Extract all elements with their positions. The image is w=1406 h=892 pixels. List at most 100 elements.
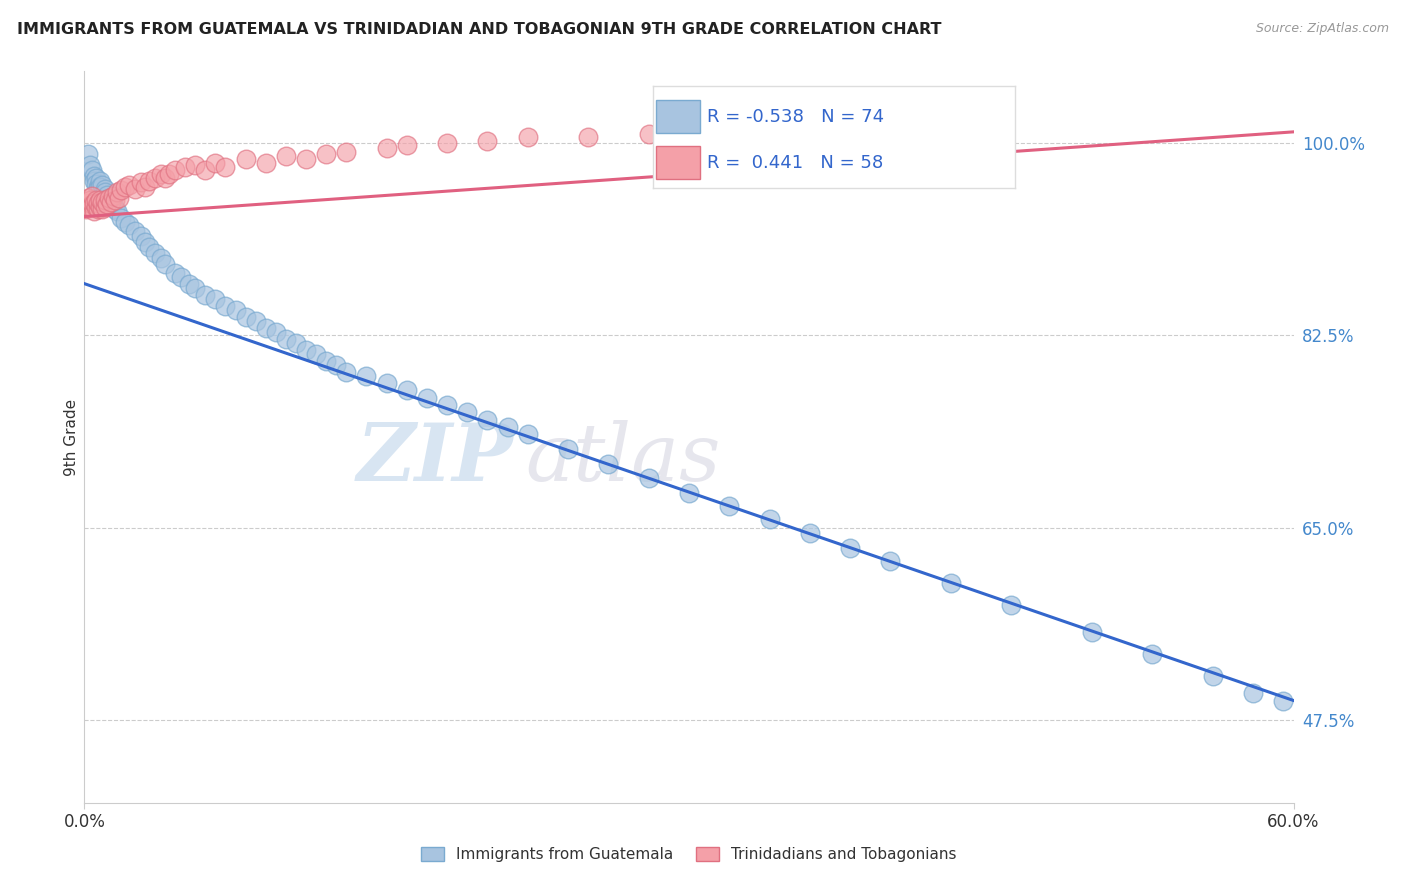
Point bbox=[138, 174, 160, 188]
Point bbox=[86, 200, 108, 214]
Point bbox=[416, 391, 439, 405]
Point bbox=[104, 202, 127, 216]
Point bbox=[1081, 625, 1104, 640]
Point bbox=[83, 169, 105, 183]
Point bbox=[86, 171, 108, 186]
Point bbox=[83, 196, 105, 211]
Point bbox=[86, 177, 108, 191]
Point bbox=[89, 200, 111, 214]
Point bbox=[496, 419, 519, 434]
Point bbox=[375, 376, 398, 390]
Point bbox=[325, 358, 347, 372]
Point bbox=[110, 183, 132, 197]
Point bbox=[165, 266, 187, 280]
Point bbox=[93, 182, 115, 196]
Point bbox=[96, 187, 118, 202]
Point bbox=[315, 353, 337, 368]
Point bbox=[86, 193, 108, 207]
Point bbox=[1142, 648, 1164, 662]
Point bbox=[264, 325, 287, 339]
Point bbox=[295, 153, 318, 167]
Point bbox=[91, 195, 114, 210]
Point bbox=[97, 191, 120, 205]
Point bbox=[114, 179, 136, 194]
Point bbox=[100, 193, 122, 207]
Point bbox=[477, 134, 499, 148]
Point bbox=[436, 398, 458, 412]
Point bbox=[138, 240, 160, 254]
Point bbox=[87, 196, 110, 211]
Point bbox=[149, 167, 172, 181]
Point bbox=[87, 202, 110, 216]
Point bbox=[799, 526, 821, 541]
Point bbox=[170, 270, 193, 285]
Point bbox=[184, 158, 207, 172]
Point bbox=[939, 575, 962, 590]
Point bbox=[516, 130, 538, 145]
Point bbox=[456, 405, 478, 419]
Point bbox=[395, 384, 418, 398]
Point bbox=[100, 195, 122, 210]
Point bbox=[75, 202, 97, 216]
Point bbox=[89, 193, 111, 207]
Point bbox=[105, 204, 128, 219]
Point bbox=[93, 200, 115, 214]
Point bbox=[93, 186, 115, 200]
Point bbox=[235, 153, 257, 167]
Point bbox=[637, 471, 659, 485]
Point bbox=[375, 141, 398, 155]
Point bbox=[89, 179, 111, 194]
Point bbox=[879, 554, 901, 568]
Point bbox=[184, 281, 207, 295]
Text: IMMIGRANTS FROM GUATEMALA VS TRINIDADIAN AND TOBAGONIAN 9TH GRADE CORRELATION CH: IMMIGRANTS FROM GUATEMALA VS TRINIDADIAN… bbox=[17, 22, 942, 37]
Point bbox=[83, 204, 105, 219]
Text: ZIP: ZIP bbox=[357, 420, 513, 498]
Point bbox=[143, 171, 166, 186]
Point bbox=[143, 245, 166, 260]
Point bbox=[93, 193, 115, 207]
Point bbox=[129, 176, 152, 190]
Point bbox=[134, 235, 156, 249]
Point bbox=[335, 145, 357, 159]
Text: Source: ZipAtlas.com: Source: ZipAtlas.com bbox=[1256, 22, 1389, 36]
Point bbox=[245, 314, 267, 328]
Point bbox=[274, 332, 297, 346]
Point bbox=[82, 188, 104, 202]
Point bbox=[104, 193, 127, 207]
Point bbox=[799, 125, 821, 139]
Point bbox=[356, 369, 378, 384]
Point bbox=[1272, 693, 1295, 707]
Point bbox=[96, 197, 118, 211]
Point bbox=[285, 336, 308, 351]
Point bbox=[83, 174, 105, 188]
Point bbox=[79, 193, 101, 207]
Point bbox=[1000, 598, 1022, 612]
Point bbox=[477, 413, 499, 427]
Point bbox=[295, 343, 318, 357]
Point bbox=[557, 442, 579, 456]
Point bbox=[118, 178, 141, 192]
Text: atlas: atlas bbox=[526, 420, 721, 498]
Point bbox=[637, 127, 659, 141]
Point bbox=[124, 224, 146, 238]
Point bbox=[101, 188, 124, 202]
Point bbox=[214, 299, 236, 313]
Point bbox=[110, 211, 132, 225]
Point bbox=[305, 347, 328, 361]
Point bbox=[395, 138, 418, 153]
Point bbox=[114, 215, 136, 229]
Point bbox=[157, 167, 180, 181]
Point bbox=[89, 174, 111, 188]
Point bbox=[235, 310, 257, 324]
Point bbox=[225, 303, 247, 318]
Point bbox=[77, 196, 100, 211]
Point bbox=[105, 186, 128, 200]
Point bbox=[87, 179, 110, 194]
Point bbox=[1202, 669, 1225, 683]
Point bbox=[839, 541, 862, 555]
Point bbox=[315, 146, 337, 161]
Point bbox=[124, 182, 146, 196]
Point bbox=[194, 163, 217, 178]
Point bbox=[82, 163, 104, 178]
Point bbox=[91, 202, 114, 216]
